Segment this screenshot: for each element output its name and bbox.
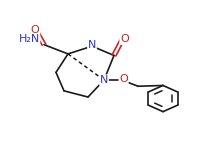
Text: O: O: [120, 34, 129, 44]
Text: N: N: [88, 41, 96, 50]
Text: H₂N: H₂N: [18, 34, 40, 44]
Text: N: N: [100, 75, 108, 85]
Text: O: O: [31, 25, 39, 35]
Text: O: O: [119, 74, 128, 83]
